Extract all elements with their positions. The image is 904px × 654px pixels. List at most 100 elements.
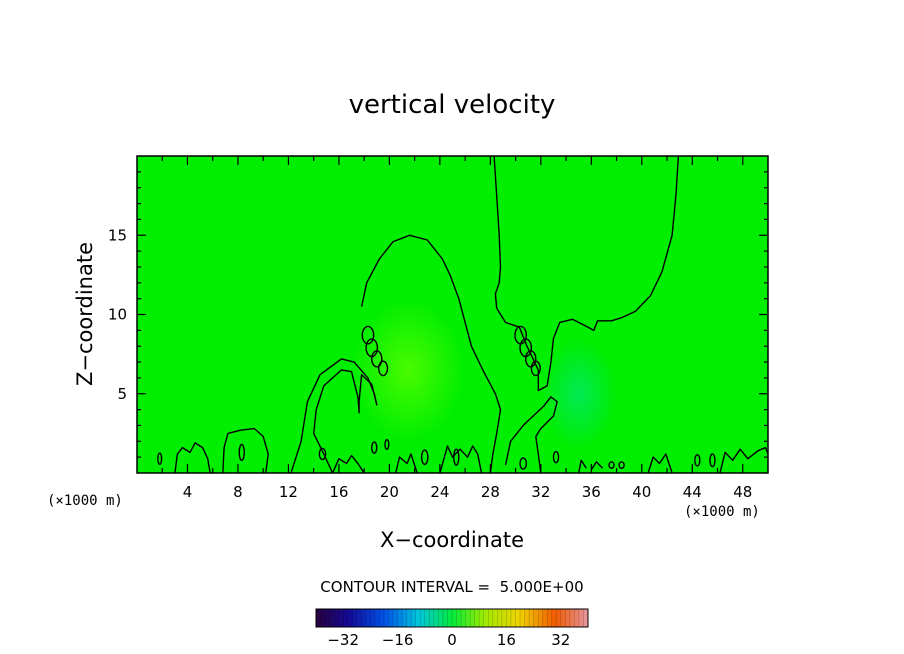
x-tick-label: 48 [733, 483, 752, 501]
colorbar-cell [406, 609, 412, 627]
zero-contour [174, 442, 211, 473]
contour-loop [420, 449, 429, 465]
contour-interval-note: CONTOUR INTERVAL = 5.000E+00 [320, 578, 583, 596]
colorbar-cell [447, 609, 453, 627]
colorbar-cell [569, 609, 575, 627]
colorbar-cell [347, 609, 353, 627]
colorbar-cell [365, 609, 371, 627]
colorbar-tick-labels: −32 −16 0 16 32 [327, 631, 570, 649]
x-axis-label: X−coordinate [380, 528, 524, 552]
x-tick-label: 20 [380, 483, 399, 501]
colorbar-cell [402, 609, 408, 627]
zero-contour [719, 446, 768, 473]
colorbar-cell [316, 609, 321, 627]
contour-loop [384, 439, 390, 450]
colorbar-cell [474, 609, 480, 627]
colorbar-cell [374, 609, 380, 627]
zero-contour [395, 453, 418, 473]
colorbar-cell [411, 609, 417, 627]
x-tick-label: 36 [582, 483, 601, 501]
contour-loop [530, 360, 541, 377]
updraft-region [351, 298, 466, 442]
colorbar-cell [338, 609, 344, 627]
colorbar-cell [379, 609, 385, 627]
x-tick-label: 24 [430, 483, 449, 501]
colorbar-frame [315, 608, 589, 628]
colorbar-cell [583, 609, 589, 627]
zero-contour [647, 453, 673, 473]
contour-loop [608, 461, 615, 469]
y-tick-label: 15 [108, 226, 127, 244]
zero-contour [504, 396, 558, 473]
x-tick-label: 28 [481, 483, 500, 501]
colorbar-cell [438, 609, 444, 627]
y-tick-label: 10 [108, 306, 127, 324]
colorbar-cell [524, 609, 530, 627]
contour-loop [618, 461, 625, 469]
colorbar-cell [452, 609, 457, 627]
zero-contour [290, 358, 378, 473]
chart-title: vertical velocity [349, 90, 556, 120]
colorbar-cell [461, 609, 466, 627]
colorbar-cell [370, 609, 376, 627]
colorbar-cell [529, 609, 534, 627]
velocity-regions [351, 298, 617, 450]
contour-loop [371, 350, 383, 368]
contour-loop [524, 350, 537, 368]
colorbar-cell [429, 609, 435, 627]
contour-lines [157, 156, 768, 473]
contour-loop [371, 441, 378, 454]
zero-contour [331, 454, 365, 473]
x-unit-right: (×1000 m) [684, 504, 760, 520]
colorbar-cell [456, 609, 462, 627]
x-tick-label: 40 [632, 483, 651, 501]
colorbar-cell [547, 609, 553, 627]
contour-loop [318, 447, 327, 461]
x-tick-label: 44 [683, 483, 702, 501]
colorbar-cell [325, 609, 330, 627]
colorbar-cell [361, 609, 367, 627]
colorbar-tick-label: −32 [327, 631, 359, 649]
colorbar-cell [356, 609, 362, 627]
zero-contour [439, 445, 483, 473]
colorbar [316, 609, 589, 627]
colorbar-cell [415, 609, 421, 627]
zero-contour [360, 234, 502, 473]
colorbar-cell [510, 609, 516, 627]
y-axis-label: Z−coordinate [73, 242, 97, 386]
x-tick-label: 32 [531, 483, 550, 501]
colorbar-cell [388, 609, 394, 627]
velocity-field [137, 156, 768, 473]
colorbar-cell [565, 609, 571, 627]
colorbar-cell [442, 609, 448, 627]
colorbar-cell [542, 609, 548, 627]
colorbar-cell [551, 609, 557, 627]
colorbar-cell [384, 609, 389, 627]
contour-loop [552, 450, 560, 464]
colorbar-cell [578, 609, 584, 627]
zero-contour [578, 459, 587, 473]
contour-loop [519, 457, 528, 470]
colorbar-cell [424, 609, 430, 627]
zero-contour [222, 427, 269, 473]
colorbar-cell [492, 609, 498, 627]
colorbar-cell [515, 609, 521, 627]
colorbar-cell [420, 609, 426, 627]
colorbar-cell [556, 609, 562, 627]
colorbar-tick-label: −16 [382, 631, 414, 649]
x-tick-label: 12 [279, 483, 298, 501]
colorbar-cell [560, 609, 566, 627]
colorbar-cell [470, 609, 476, 627]
colorbar-cell [329, 609, 335, 627]
x-tick-label: 16 [329, 483, 348, 501]
downdraft-region [540, 338, 617, 450]
colorbar-tick-label: 32 [551, 631, 570, 649]
y-tick-label: 5 [117, 385, 127, 403]
colorbar-cell [483, 609, 489, 627]
colorbar-cell [343, 609, 349, 627]
colorbar-cell [479, 609, 485, 627]
x-unit-left: (×1000 m) [47, 493, 123, 509]
contour-loop [709, 453, 716, 468]
